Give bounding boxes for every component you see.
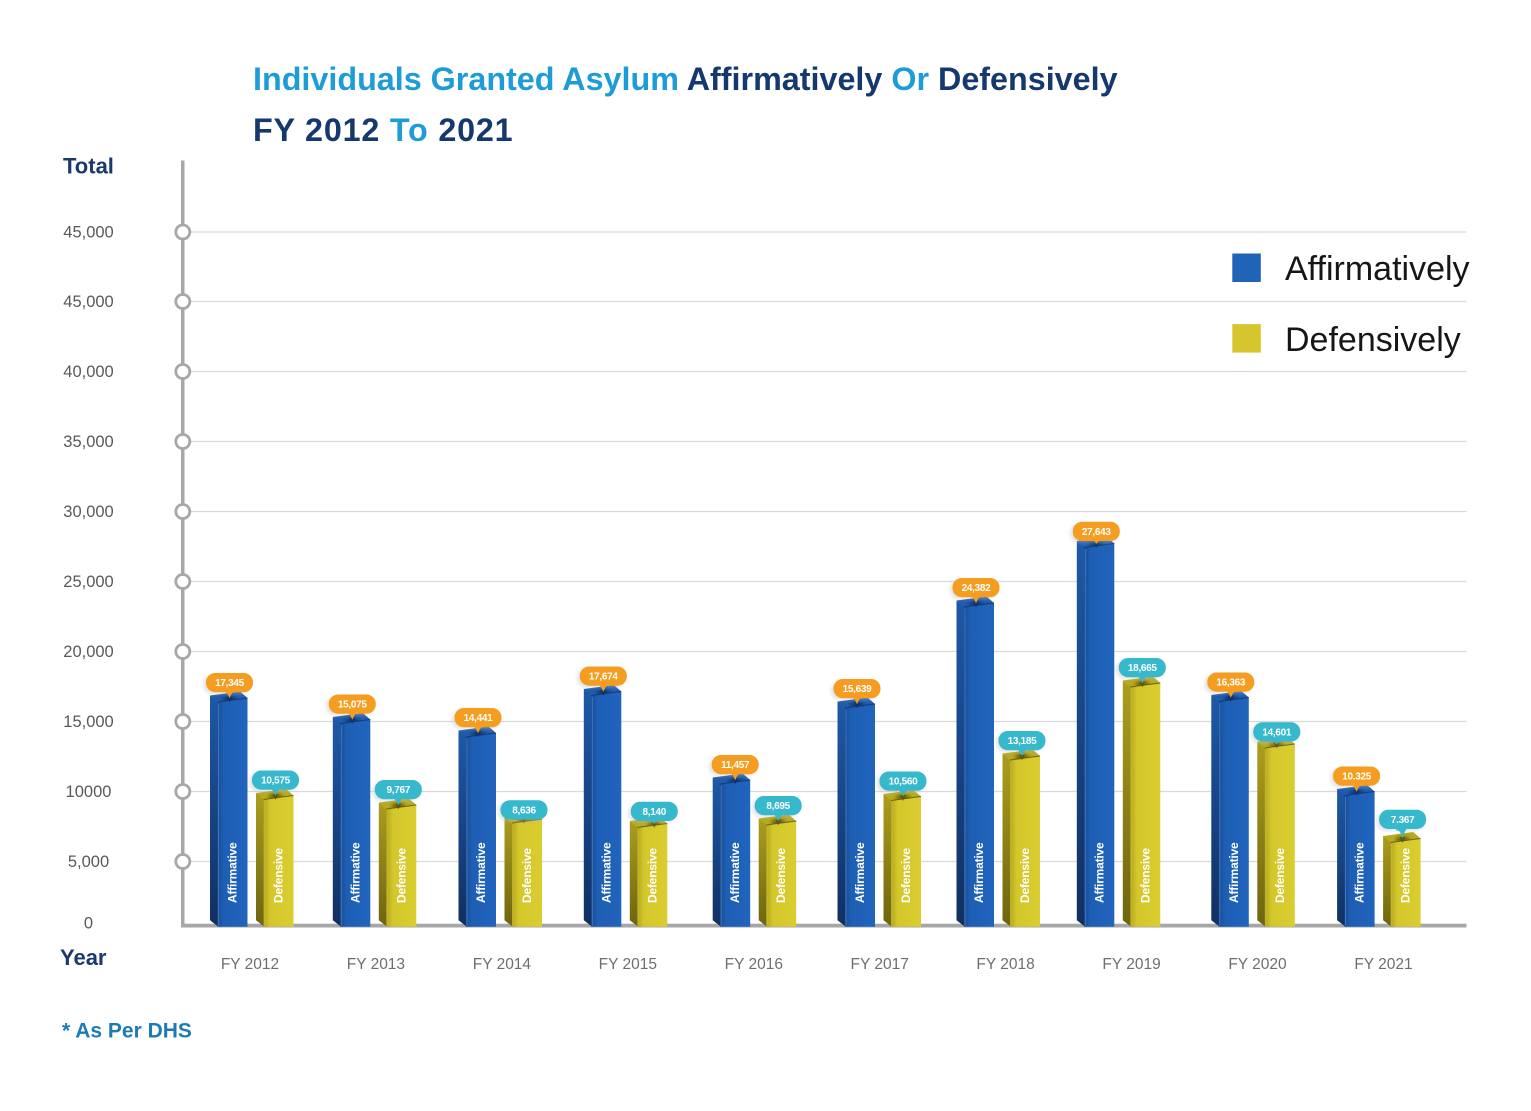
svg-text:Affirmative: Affirmative xyxy=(599,842,613,903)
svg-text:Affirmative: Affirmative xyxy=(1092,842,1106,903)
svg-text:14,441: 14,441 xyxy=(464,713,494,724)
svg-text:45,000: 45,000 xyxy=(63,293,113,311)
svg-text:8,695: 8,695 xyxy=(766,801,790,812)
svg-text:FY 2019: FY 2019 xyxy=(1102,956,1160,973)
svg-text:Affirmative: Affirmative xyxy=(1353,842,1367,903)
svg-text:30,000: 30,000 xyxy=(63,503,113,521)
svg-text:Affirmative: Affirmative xyxy=(226,842,240,903)
svg-text:Defensive: Defensive xyxy=(774,848,788,903)
svg-text:35,000: 35,000 xyxy=(63,433,113,451)
svg-text:Defensive: Defensive xyxy=(899,848,913,903)
svg-text:24,382: 24,382 xyxy=(962,583,992,594)
svg-text:15,639: 15,639 xyxy=(843,684,873,695)
svg-text:18,665: 18,665 xyxy=(1128,663,1158,674)
svg-text:27,643: 27,643 xyxy=(1082,527,1112,538)
svg-text:FY 2017: FY 2017 xyxy=(851,956,909,973)
svg-text:Defensive: Defensive xyxy=(1018,848,1032,903)
svg-text:14,601: 14,601 xyxy=(1262,728,1292,739)
svg-text:Defensively: Defensively xyxy=(1285,321,1461,359)
svg-text:11,457: 11,457 xyxy=(721,760,750,771)
svg-text:0: 0 xyxy=(84,915,93,933)
svg-text:Defensive: Defensive xyxy=(272,848,286,903)
svg-text:Year: Year xyxy=(60,945,107,970)
svg-text:Defensive: Defensive xyxy=(645,848,659,903)
svg-text:FY 2021: FY 2021 xyxy=(1354,956,1412,973)
svg-text:Defensive: Defensive xyxy=(1273,848,1287,903)
svg-text:FY 2012 To 2021: FY 2012 To 2021 xyxy=(253,112,513,148)
svg-text:15,075: 15,075 xyxy=(338,700,368,711)
svg-text:Affirmative: Affirmative xyxy=(348,842,362,903)
svg-text:Affirmative: Affirmative xyxy=(474,842,488,903)
svg-text:FY 2015: FY 2015 xyxy=(599,956,657,973)
svg-text:10000: 10000 xyxy=(66,783,112,801)
svg-text:Defensive: Defensive xyxy=(1399,848,1413,903)
svg-text:10,560: 10,560 xyxy=(889,777,919,788)
svg-text:FY 2016: FY 2016 xyxy=(725,956,783,973)
svg-text:FY 2013: FY 2013 xyxy=(347,956,405,973)
svg-text:40,000: 40,000 xyxy=(63,363,113,381)
svg-text:Affirmatively: Affirmatively xyxy=(1285,250,1470,288)
svg-text:* As Per DHS: * As Per DHS xyxy=(62,1020,192,1043)
svg-text:FY 2012: FY 2012 xyxy=(221,956,279,973)
svg-text:17,674: 17,674 xyxy=(589,672,619,683)
svg-text:Total: Total xyxy=(63,154,114,179)
svg-text:13,185: 13,185 xyxy=(1008,736,1038,747)
svg-text:Affirmative: Affirmative xyxy=(972,842,986,903)
svg-text:9,767: 9,767 xyxy=(387,785,411,796)
svg-text:Defensive: Defensive xyxy=(1138,848,1152,903)
svg-text:Affirmative: Affirmative xyxy=(1227,842,1241,903)
svg-text:25,000: 25,000 xyxy=(63,573,113,591)
svg-text:Individuals Granted Asylum Aff: Individuals Granted Asylum Affirmatively… xyxy=(253,61,1118,97)
svg-text:45,000: 45,000 xyxy=(63,224,113,242)
svg-text:5,000: 5,000 xyxy=(68,853,109,871)
svg-text:10,575: 10,575 xyxy=(261,776,291,787)
svg-text:FY 2018: FY 2018 xyxy=(976,956,1034,973)
svg-text:8,140: 8,140 xyxy=(643,807,667,818)
svg-text:Affirmative: Affirmative xyxy=(853,842,867,903)
svg-text:FY 2014: FY 2014 xyxy=(473,956,532,973)
svg-text:Affirmative: Affirmative xyxy=(728,842,742,903)
svg-text:17,345: 17,345 xyxy=(215,678,245,689)
svg-text:10.325: 10.325 xyxy=(1342,772,1372,783)
svg-text:16,363: 16,363 xyxy=(1216,678,1246,689)
svg-text:20,000: 20,000 xyxy=(63,643,113,661)
svg-text:Defensive: Defensive xyxy=(520,848,534,903)
svg-text:Defensive: Defensive xyxy=(394,848,408,903)
svg-text:15,000: 15,000 xyxy=(63,713,113,731)
svg-text:8,636: 8,636 xyxy=(512,806,536,817)
svg-text:FY 2020: FY 2020 xyxy=(1228,956,1287,973)
svg-text:7.367: 7.367 xyxy=(1391,815,1415,826)
